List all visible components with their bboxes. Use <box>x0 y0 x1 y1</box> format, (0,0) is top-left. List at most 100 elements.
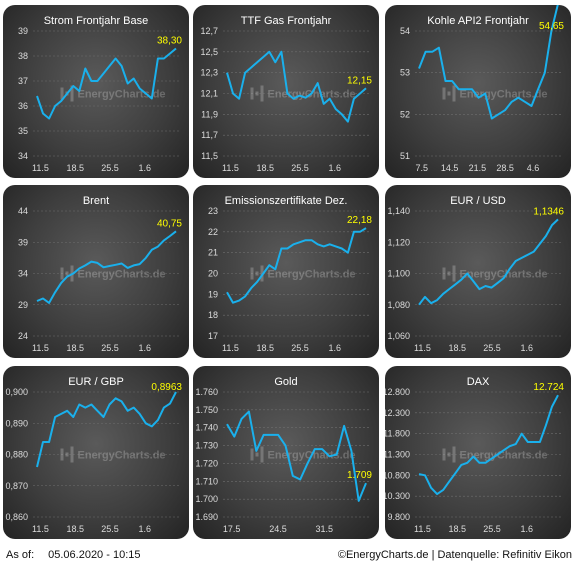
chart-panel: EUR / GBP 0,860 0,870 0,880 0,890 0,900 11.5 18… <box>3 366 189 539</box>
y-tick-label: 29 <box>18 300 28 310</box>
chart-svg: EUR / GBP 0,860 0,870 0,880 0,890 0,900 11.5 18… <box>5 376 182 534</box>
watermark-candle <box>65 452 69 457</box>
y-tick-label: 54 <box>400 26 410 36</box>
y-tick-label: 21 <box>208 248 218 258</box>
watermark-candle <box>60 267 64 280</box>
y-tick-label: 1.720 <box>195 458 218 468</box>
y-tick-label: 1.690 <box>195 512 218 522</box>
watermark-candle <box>250 87 254 100</box>
y-tick-label: 12.300 <box>385 408 410 418</box>
y-tick-label: 1,060 <box>387 331 410 341</box>
chart-title: EUR / USD <box>450 195 506 207</box>
watermark-candle <box>70 446 74 463</box>
y-tick-label: 34 <box>18 151 28 161</box>
watermark-candle <box>442 87 446 100</box>
x-tick-label: 17.5 <box>223 524 241 534</box>
y-tick-label: 1,140 <box>387 206 410 216</box>
x-tick-label: 18.5 <box>256 343 274 353</box>
y-tick-label: 12,3 <box>200 68 218 78</box>
y-tick-label: 23 <box>208 206 218 216</box>
chart-svg: Brent 24 29 34 39 44 11.5 18.5 25.5 1.6 EnergyChar… <box>18 195 182 353</box>
chart-title: Kohle API2 Frontjahr <box>427 15 529 27</box>
y-tick-label: 11,7 <box>201 130 218 140</box>
x-tick-label: 1.6 <box>138 343 151 353</box>
watermark-logo: EnergyCharts.de <box>250 85 356 102</box>
chart-panel: Emissionszertifikate Dez. 17 18 19 20 21 22 23 1… <box>193 185 379 358</box>
x-tick-label: 11.5 <box>32 524 49 534</box>
y-tick-label: 11,9 <box>201 109 218 119</box>
chart-panel: Strom Frontjahr Base 34 35 36 37 38 39 11.5 18.5… <box>3 5 189 178</box>
y-tick-label: 37 <box>18 76 28 86</box>
watermark-candle <box>452 85 456 102</box>
series-line <box>226 227 367 304</box>
chart-panel: Kohle API2 Frontjahr 51 52 53 54 7.5 14.5 21.5 2… <box>385 5 571 178</box>
watermark-candle <box>260 265 264 282</box>
data-source: ©EnergyCharts.de | Datenquelle: Refiniti… <box>337 549 572 561</box>
y-tick-label: 11.300 <box>385 450 410 460</box>
watermark-candle <box>255 91 259 96</box>
chart-svg: Gold 1.690 1.700 1.710 1.720 1.730 1.740 1.750 1… <box>195 376 372 534</box>
last-value-label: 12,15 <box>347 75 372 86</box>
y-tick-label: 0,900 <box>5 387 28 397</box>
watermark-text: EnergyCharts.de <box>460 450 548 462</box>
as-of: As of: 05.06.2020 - 10:15 <box>6 549 140 561</box>
chart-svg: TTF Gas Frontjahr 11,5 11,7 11,9 12,1 12,3 12,… <box>200 15 372 173</box>
x-tick-label: 1.6 <box>520 343 533 353</box>
y-tick-label: 20 <box>208 269 218 279</box>
x-tick-label: 11.5 <box>222 343 239 353</box>
watermark-text: EnergyCharts.de <box>78 269 166 281</box>
y-tick-label: 22 <box>208 227 218 237</box>
watermark-candle <box>442 448 446 461</box>
x-tick-label: 31.5 <box>316 524 334 534</box>
y-tick-label: 18 <box>208 310 218 320</box>
chart-title: EUR / GBP <box>68 376 124 388</box>
last-value-label: 12.724 <box>533 382 564 393</box>
series-line <box>36 230 177 304</box>
x-tick-label: 25.5 <box>101 524 119 534</box>
series-line <box>418 218 559 306</box>
last-value-label: 22,18 <box>347 215 372 226</box>
chart-panel: DAX 9.800 10.300 10.800 11.300 11.800 12.300 12… <box>385 366 571 539</box>
watermark-candle <box>255 271 259 276</box>
chart-title: Gold <box>274 376 297 388</box>
x-tick-label: 18.5 <box>256 163 274 173</box>
x-tick-label: 25.5 <box>101 343 119 353</box>
y-tick-label: 34 <box>18 269 28 279</box>
last-value-label: 40,75 <box>157 218 182 229</box>
x-tick-label: 1.6 <box>328 163 341 173</box>
x-tick-label: 21.5 <box>469 163 487 173</box>
y-tick-label: 19 <box>208 289 218 299</box>
y-tick-label: 44 <box>18 206 28 216</box>
y-tick-label: 1.730 <box>195 441 218 451</box>
watermark-logo: EnergyCharts.de <box>250 265 356 282</box>
x-tick-label: 18.5 <box>66 524 84 534</box>
x-tick-label: 11.5 <box>222 163 239 173</box>
watermark-candle <box>452 265 456 282</box>
y-tick-label: 36 <box>18 101 28 111</box>
series-line <box>418 5 559 120</box>
y-tick-label: 11,5 <box>201 151 218 161</box>
last-value-label: 1,1346 <box>533 206 564 217</box>
y-tick-label: 1.740 <box>195 423 218 433</box>
y-tick-label: 12.800 <box>385 387 410 397</box>
x-tick-label: 25.5 <box>483 343 501 353</box>
chart-panel: EUR / USD 1,060 1,080 1,100 1,120 1,140 11.5 18… <box>385 185 571 358</box>
y-tick-label: 53 <box>400 68 410 78</box>
last-value-label: 1.709 <box>347 470 372 481</box>
x-tick-label: 18.5 <box>66 163 84 173</box>
y-tick-label: 0,870 <box>5 481 28 491</box>
watermark-candle <box>255 452 259 457</box>
watermark-candle <box>60 448 64 461</box>
last-value-label: 54,65 <box>539 21 564 32</box>
chart-title: DAX <box>467 376 490 388</box>
y-tick-label: 1.750 <box>195 405 218 415</box>
watermark-candle <box>250 448 254 461</box>
watermark-candle <box>65 271 69 276</box>
watermark-candle <box>60 87 64 100</box>
watermark-logo: EnergyCharts.de <box>60 446 166 463</box>
y-tick-label: 0,880 <box>5 450 28 460</box>
chart-svg: Strom Frontjahr Base 34 35 36 37 38 39 11.5 18.5… <box>18 15 182 173</box>
last-value-label: 38,30 <box>157 36 182 47</box>
watermark-logo: EnergyCharts.de <box>60 265 166 282</box>
y-tick-label: 0,890 <box>5 418 28 428</box>
